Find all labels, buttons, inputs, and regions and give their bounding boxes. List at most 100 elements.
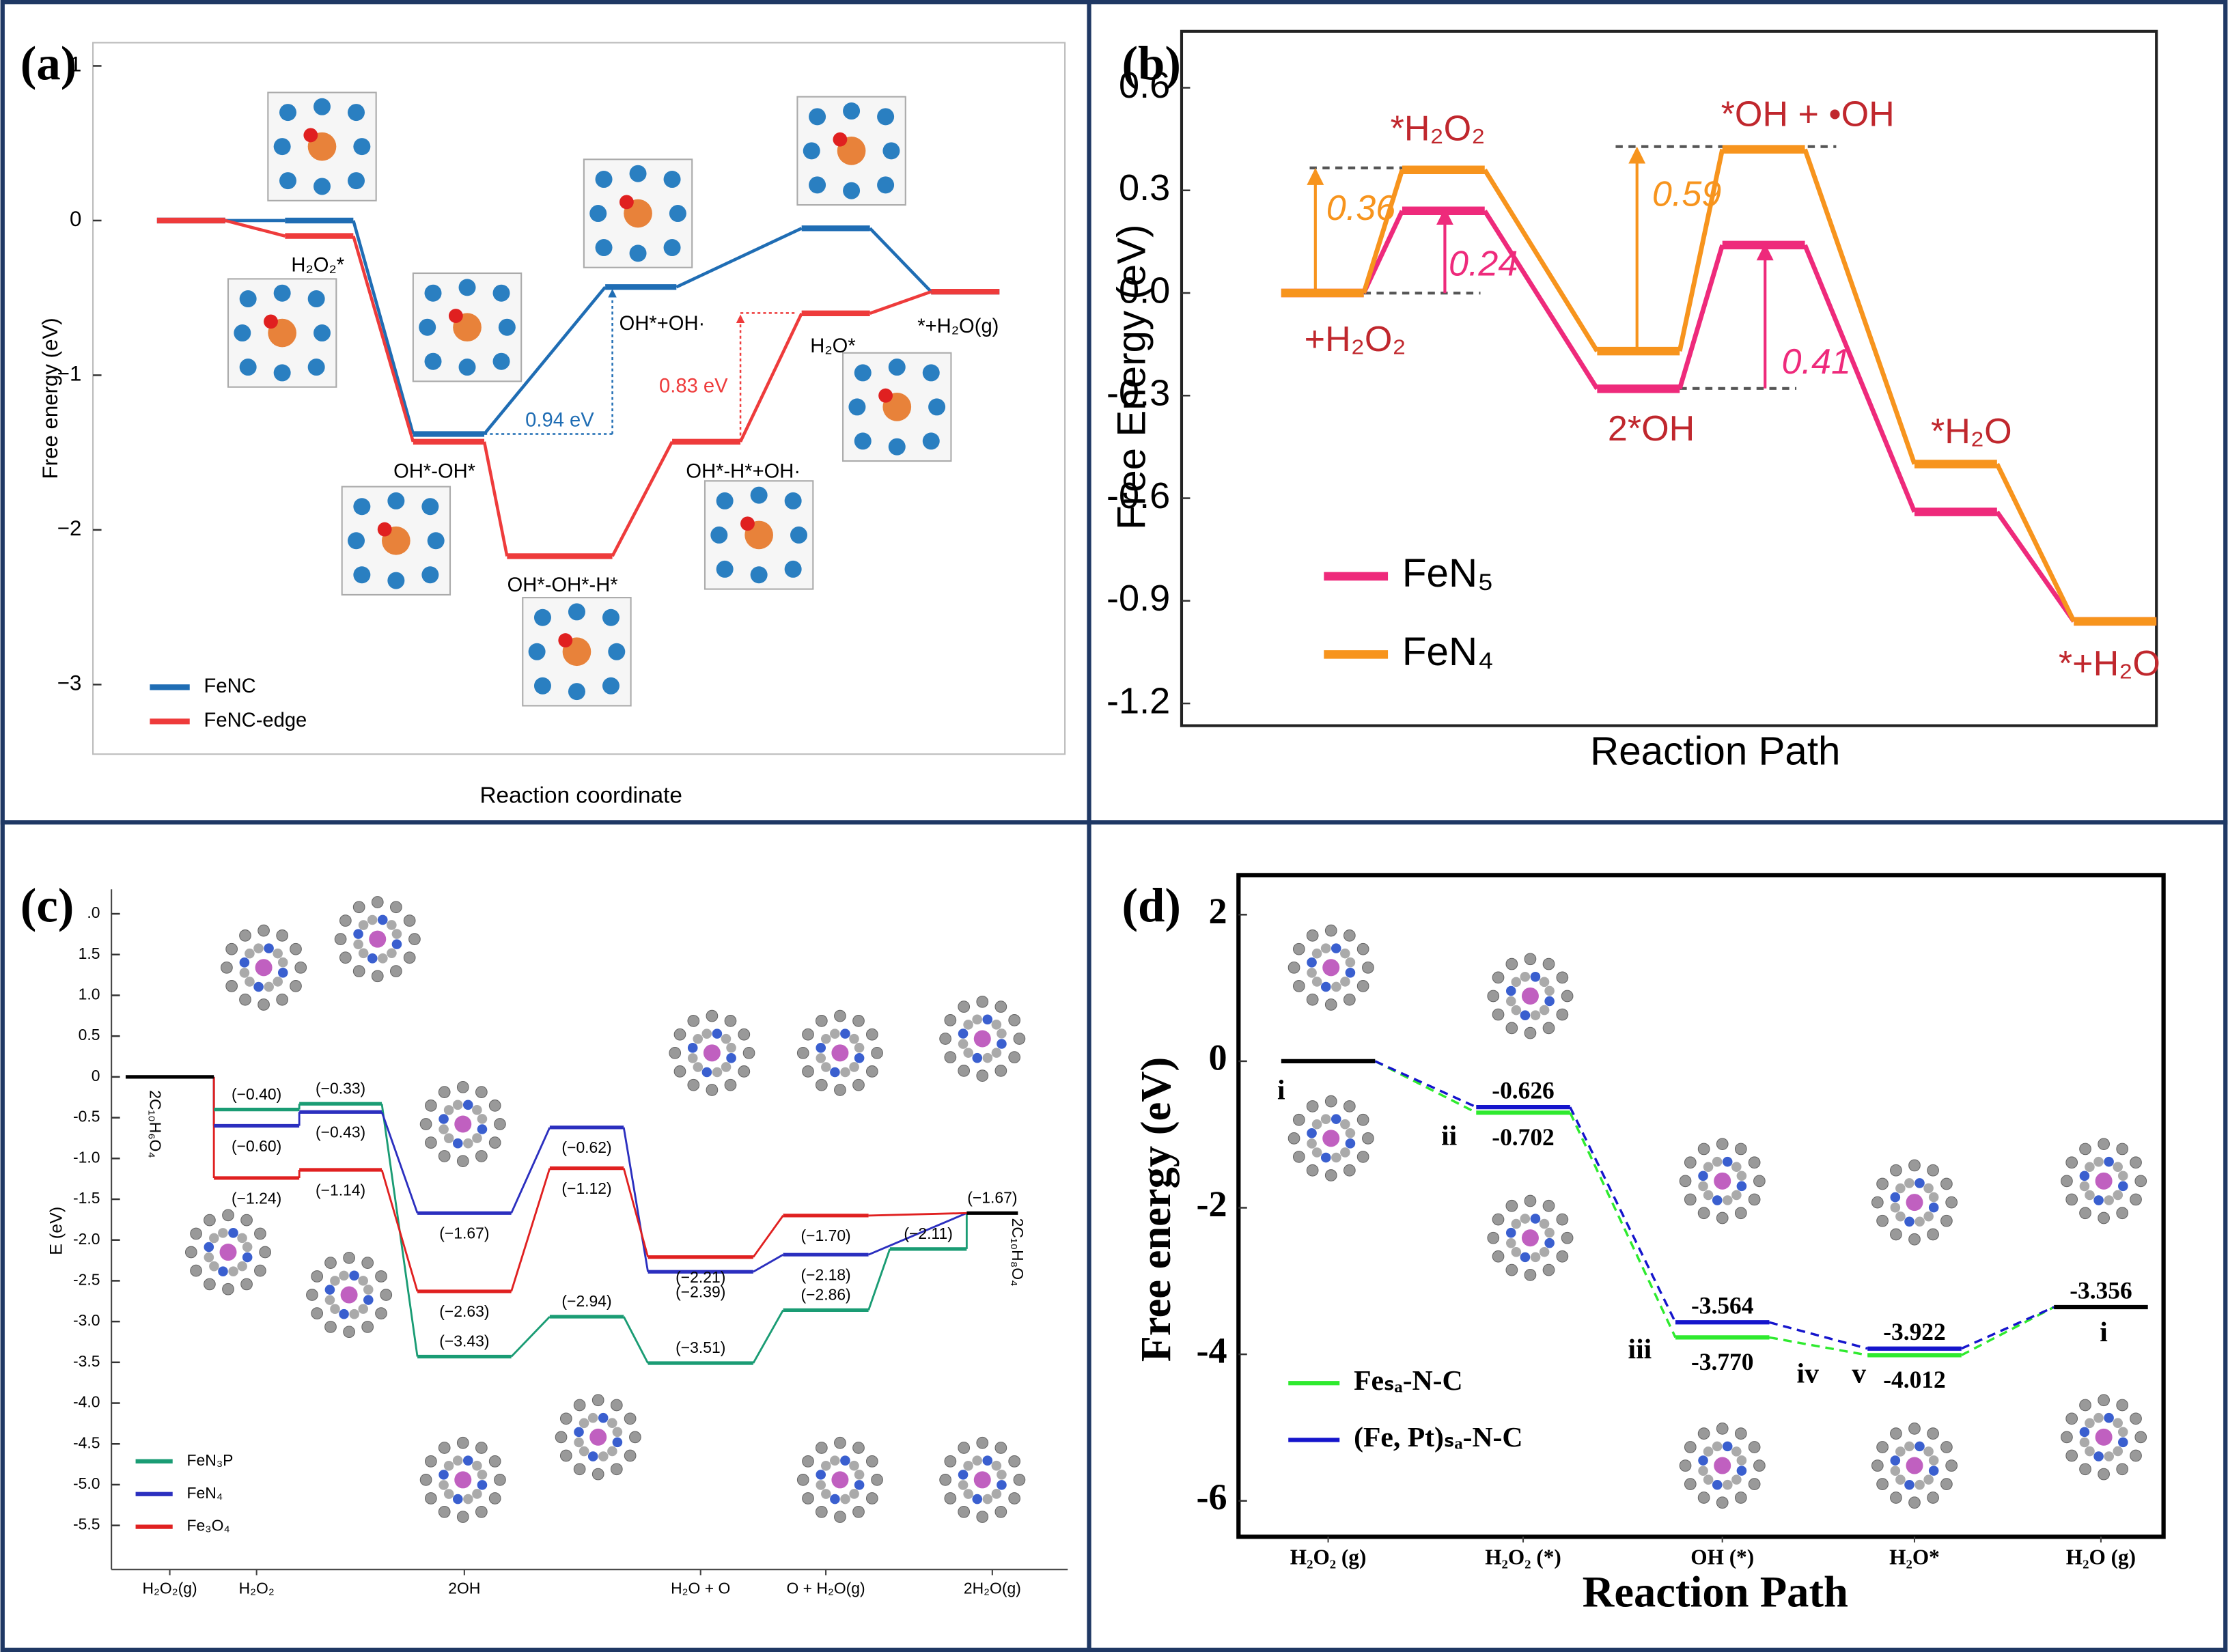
atom	[802, 1065, 814, 1078]
connector	[1961, 1306, 2055, 1350]
atom	[703, 1044, 721, 1062]
atom	[1556, 971, 1569, 984]
atom	[2065, 1156, 2078, 1169]
value-label: (−1.14)	[316, 1181, 365, 1199]
atom	[595, 171, 613, 188]
atom	[991, 1460, 1002, 1471]
atom	[1530, 1010, 1541, 1020]
atom	[1945, 1459, 1958, 1472]
atom	[462, 1100, 473, 1110]
atom	[475, 1442, 488, 1454]
atom	[1712, 1156, 1723, 1167]
atom	[573, 1399, 586, 1412]
atom	[1736, 1455, 1747, 1466]
annotation: 0.94 eV	[525, 409, 594, 431]
atom	[472, 1105, 482, 1115]
connector	[352, 235, 415, 443]
structure-sketch	[1287, 924, 1374, 1011]
atom	[1542, 957, 1555, 970]
annotation: 0.83 eV	[659, 375, 728, 397]
x-tick-label: H₂O*	[1889, 1545, 1940, 1569]
plot-frame	[1180, 29, 2158, 727]
y-tick-label: -1.0	[73, 1148, 100, 1166]
atom	[276, 993, 289, 1006]
atom	[982, 1455, 993, 1466]
atom	[820, 1461, 831, 1471]
atom	[976, 1436, 989, 1449]
atom	[831, 1471, 849, 1489]
atom	[2079, 1427, 2090, 1438]
connector	[676, 227, 803, 289]
atom	[994, 1065, 1007, 1077]
annotation: H₂O₂*	[291, 254, 344, 276]
connector	[752, 1215, 784, 1258]
atom	[204, 1242, 214, 1252]
atom	[1521, 1229, 1539, 1247]
atom	[1322, 1130, 1340, 1147]
structure-sketch	[2061, 1138, 2147, 1224]
structure-sketch	[1487, 1194, 1574, 1281]
atom	[239, 968, 250, 978]
atom	[1362, 1132, 1374, 1145]
atom	[1524, 1269, 1537, 1281]
atom	[1542, 1199, 1555, 1212]
y-tick-label: -2.5	[73, 1270, 100, 1288]
atom	[339, 951, 352, 964]
atom	[324, 1285, 335, 1295]
atom	[2093, 1451, 2104, 1461]
atom	[2104, 1156, 2114, 1167]
atom	[1544, 985, 1555, 996]
atom	[972, 1455, 982, 1466]
connector	[868, 1212, 967, 1256]
structure-sketch	[1871, 1159, 1958, 1246]
atom	[425, 1136, 437, 1149]
atom	[958, 1480, 969, 1490]
connector	[1769, 1336, 1868, 1357]
atom	[349, 1308, 359, 1319]
value-label: (−2.11)	[904, 1224, 953, 1242]
connector	[622, 1168, 650, 1258]
atom	[982, 1014, 993, 1025]
atom	[1542, 1022, 1555, 1035]
atom	[472, 1133, 482, 1143]
atom	[1544, 1237, 1555, 1248]
atom	[687, 1078, 700, 1091]
atom	[458, 279, 476, 296]
atom	[1320, 943, 1331, 953]
y-tick-label: 2	[1209, 891, 1227, 932]
atom	[1306, 1100, 1319, 1112]
annotation: iii	[1628, 1334, 1652, 1365]
annotation: 0.41	[1782, 342, 1851, 382]
atom	[378, 953, 388, 964]
atom	[273, 138, 291, 156]
atom	[1923, 1211, 1934, 1222]
atom	[279, 104, 297, 122]
connector	[380, 1111, 419, 1214]
atom	[1311, 1147, 1322, 1158]
atom	[958, 1442, 971, 1454]
atom	[595, 239, 613, 257]
atom	[2061, 1175, 2073, 1188]
structure-sketch	[227, 278, 337, 388]
atom	[865, 1065, 878, 1078]
atom	[1703, 1446, 1714, 1457]
guides-a	[484, 288, 798, 441]
atom	[438, 1150, 451, 1162]
atom	[972, 1494, 983, 1504]
atom	[1734, 1492, 1747, 1504]
connector	[380, 1169, 419, 1292]
annotation: *H₂O₂	[1391, 109, 1486, 148]
atom	[997, 1028, 1007, 1039]
value-label: (−2.94)	[561, 1292, 611, 1310]
atom	[958, 1470, 969, 1480]
atom	[2079, 1171, 2090, 1181]
atom	[2095, 1172, 2113, 1190]
annotation: OH*-H*+OH·	[686, 460, 800, 482]
atom	[854, 1053, 865, 1063]
atom	[721, 1033, 732, 1044]
atom	[1340, 977, 1350, 987]
y-tick-label: .0	[87, 904, 100, 921]
atom	[242, 1252, 253, 1263]
atom	[361, 1321, 374, 1333]
atom	[1871, 1196, 1884, 1209]
